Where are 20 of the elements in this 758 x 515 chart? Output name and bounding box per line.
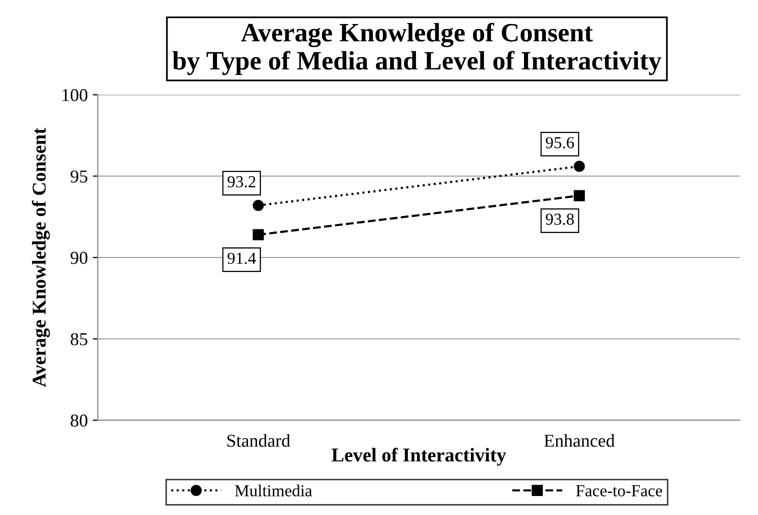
y-tick-label: 95: [70, 170, 88, 183]
y-tick-label: 100: [62, 89, 88, 102]
point: [574, 160, 585, 172]
point: [252, 200, 264, 211]
legend-label: Multimedia: [235, 484, 312, 496]
data-label: 93.2: [228, 176, 256, 188]
data-label: 95.6: [546, 137, 574, 148]
y-axis-title: Average Knowledge of Consent: [32, 128, 50, 388]
y-tick-label: 90: [70, 252, 88, 264]
chart-title: Average Knowledge of Consent by Type of Media and Level of Interactivity: [172, 22, 662, 76]
x-tick-label: Enhanced: [544, 434, 615, 447]
x-tick-label: Standard: [227, 434, 290, 447]
data-label: 91.4: [228, 252, 256, 264]
y-tick-label: 85: [70, 333, 88, 346]
x-axis-title: Level of Interactivity: [332, 448, 506, 466]
point: [252, 229, 264, 240]
legend-label: Face-to-Face: [576, 485, 662, 496]
point: [574, 190, 585, 202]
y-tick-label: 80: [70, 414, 88, 427]
data-label: 93.8: [546, 214, 574, 225]
